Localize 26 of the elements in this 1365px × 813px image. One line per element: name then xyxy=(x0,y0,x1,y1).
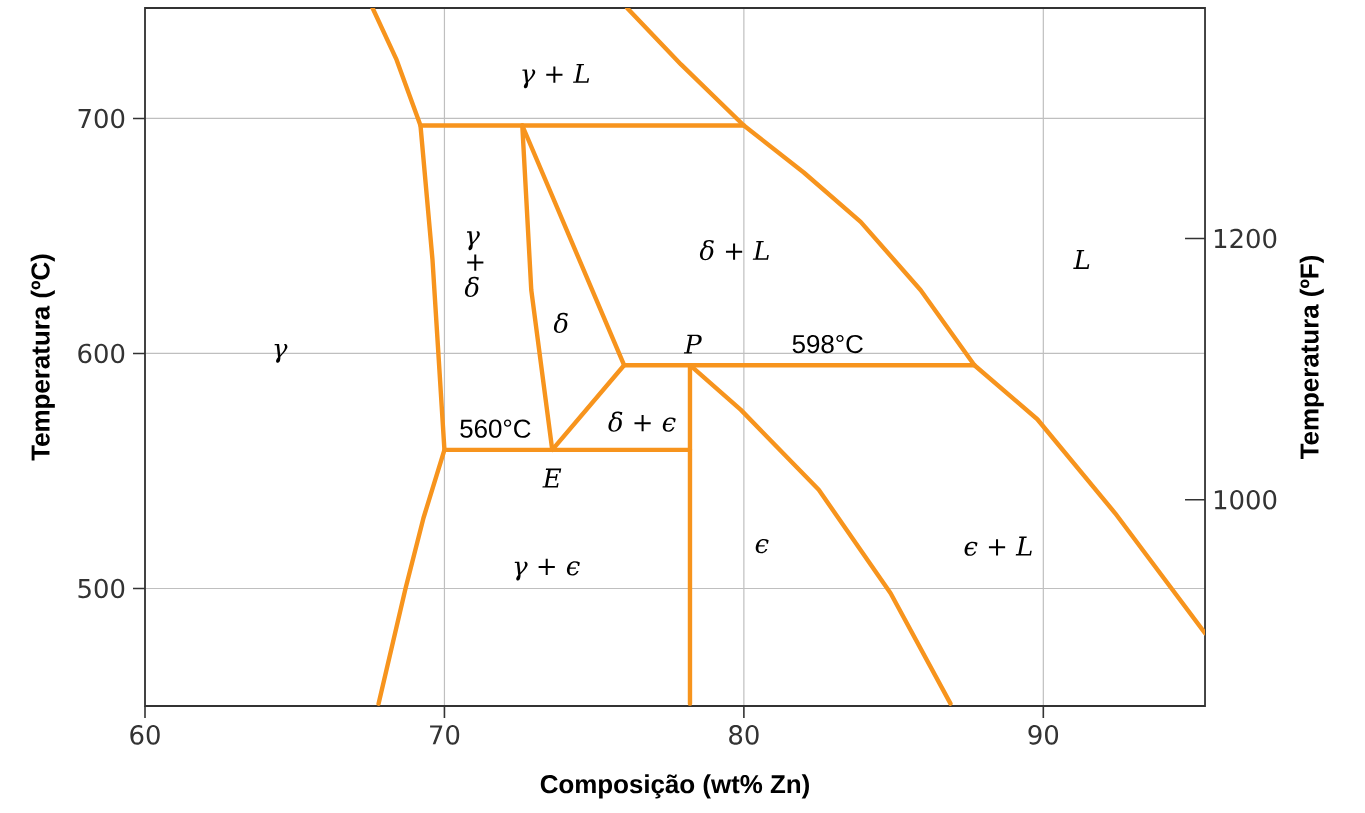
annotation: 598°C xyxy=(792,334,863,354)
annotation: δ + ϵ xyxy=(608,411,676,432)
annotation: γ + L xyxy=(522,63,590,89)
y-tick-label: 500 xyxy=(78,578,125,599)
annotation: γ xyxy=(274,344,288,363)
y-tick-label: 700 xyxy=(78,108,125,129)
y-axis-title: Temperatura (ºC) xyxy=(30,254,55,461)
annotation: 560°C xyxy=(460,419,531,438)
x-tick-label: 90 xyxy=(1028,725,1059,745)
annotation: γ + δ xyxy=(464,231,484,297)
annotation: E xyxy=(542,468,562,488)
y2-axis-title: Temperatura (ºF) xyxy=(1299,255,1324,460)
annotation: δ + L xyxy=(699,239,769,261)
x-axis-title: Composição (wt% Zn) xyxy=(540,774,809,799)
x-tick-label: 80 xyxy=(729,725,759,745)
y2-tick-label: 1000 xyxy=(1214,489,1277,510)
y2-tick-label: 1200 xyxy=(1214,228,1277,249)
annotation: γ + ϵ xyxy=(514,558,580,581)
annotation: ϵ + L xyxy=(964,536,1032,556)
annotation: δ xyxy=(553,312,568,334)
x-tick-label: 70 xyxy=(430,725,460,745)
annotation: P xyxy=(683,334,702,354)
y-tick-label: 600 xyxy=(78,343,125,364)
annotation: ϵ xyxy=(755,539,769,554)
x-tick-label: 60 xyxy=(130,725,160,745)
annotation: L xyxy=(1073,250,1090,269)
